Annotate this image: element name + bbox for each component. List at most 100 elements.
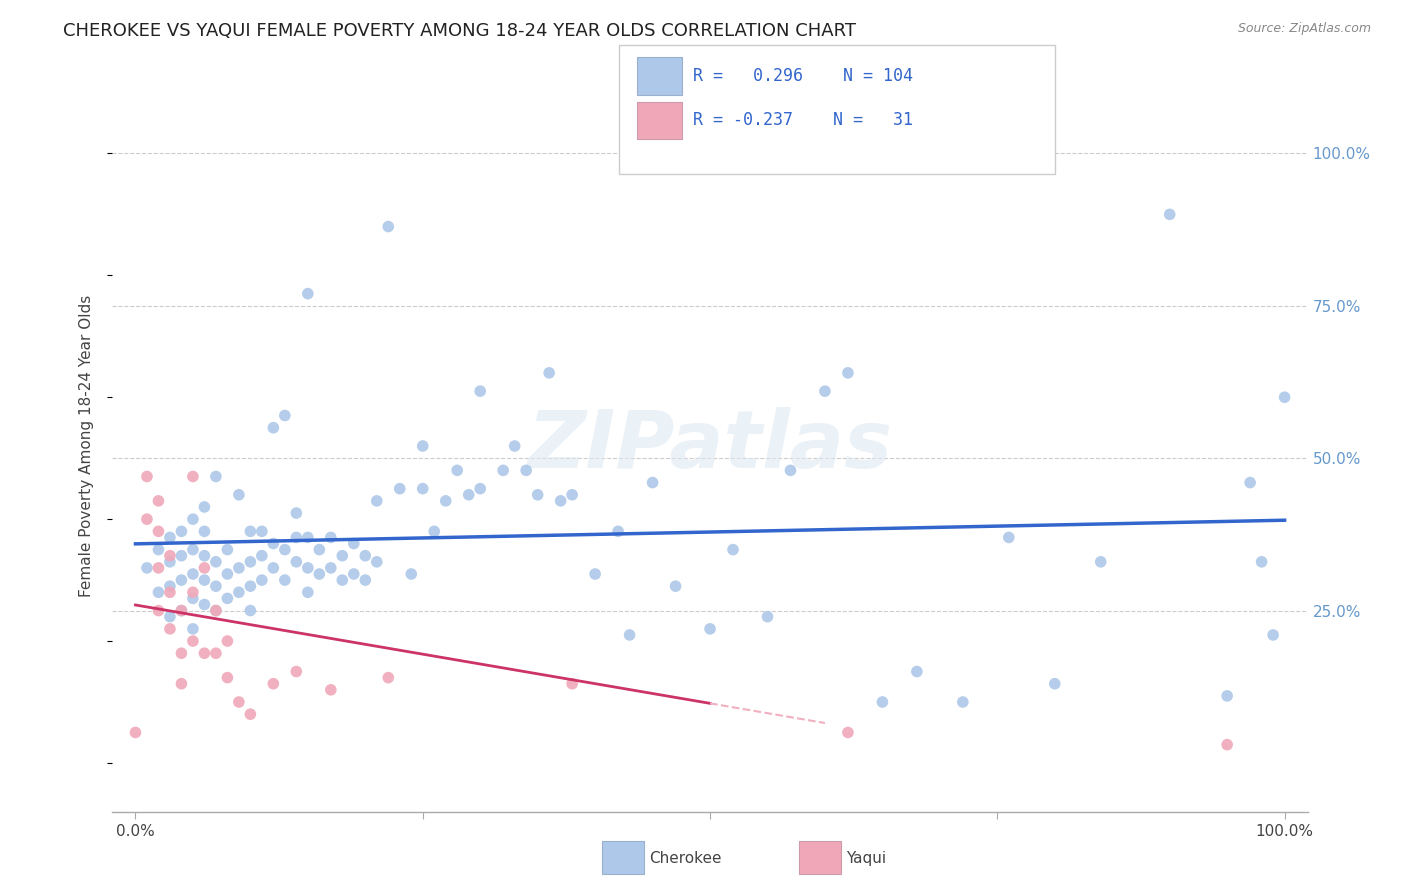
Point: [170, 676, 193, 690]
Point: [308, 542, 330, 557]
Point: [561, 488, 583, 502]
Point: [1216, 738, 1239, 752]
Point: [319, 530, 342, 544]
Point: [872, 695, 894, 709]
Point: [159, 585, 181, 599]
Point: [905, 665, 928, 679]
Point: [1239, 475, 1261, 490]
Y-axis label: Female Poverty Among 18-24 Year Olds: Female Poverty Among 18-24 Year Olds: [79, 295, 94, 597]
Point: [319, 561, 342, 575]
Point: [205, 579, 228, 593]
Point: [181, 585, 204, 599]
Point: [170, 573, 193, 587]
Point: [503, 439, 526, 453]
Point: [377, 219, 399, 234]
Point: [297, 585, 319, 599]
Point: [330, 573, 353, 587]
Point: [561, 676, 583, 690]
Point: [377, 671, 399, 685]
Point: [274, 409, 297, 423]
Point: [193, 561, 215, 575]
Point: [181, 469, 204, 483]
Point: [343, 536, 366, 550]
Point: [401, 567, 423, 582]
Point: [239, 604, 262, 618]
Point: [159, 555, 181, 569]
Point: [699, 622, 721, 636]
Point: [262, 421, 284, 435]
Point: [619, 628, 641, 642]
Point: [1043, 676, 1066, 690]
Point: [250, 549, 273, 563]
Point: [170, 549, 193, 563]
Text: R = -0.237    N =   31: R = -0.237 N = 31: [693, 112, 912, 129]
Point: [217, 671, 239, 685]
Point: [124, 725, 146, 739]
Point: [721, 542, 744, 557]
Point: [159, 549, 181, 563]
Point: [205, 646, 228, 660]
Point: [1216, 689, 1239, 703]
Text: Yaqui: Yaqui: [846, 851, 887, 865]
Point: [641, 475, 664, 490]
Point: [285, 530, 308, 544]
Point: [205, 604, 228, 618]
Point: [354, 549, 377, 563]
Text: Source: ZipAtlas.com: Source: ZipAtlas.com: [1237, 22, 1371, 36]
Point: [1090, 555, 1112, 569]
Point: [239, 707, 262, 722]
Point: [423, 524, 446, 539]
Point: [136, 561, 159, 575]
Point: [664, 579, 686, 593]
Point: [274, 542, 297, 557]
Point: [330, 549, 353, 563]
Point: [538, 366, 561, 380]
Point: [366, 494, 388, 508]
Point: [446, 463, 468, 477]
Point: [583, 567, 606, 582]
Point: [148, 524, 170, 539]
Point: [228, 585, 250, 599]
Point: [262, 676, 284, 690]
Point: [193, 549, 215, 563]
Text: ZIPatlas: ZIPatlas: [527, 407, 893, 485]
Text: CHEROKEE VS YAQUI FEMALE POVERTY AMONG 18-24 YEAR OLDS CORRELATION CHART: CHEROKEE VS YAQUI FEMALE POVERTY AMONG 1…: [63, 22, 856, 40]
Point: [170, 604, 193, 618]
Point: [148, 585, 170, 599]
Point: [412, 439, 434, 453]
Point: [217, 567, 239, 582]
Point: [170, 524, 193, 539]
Point: [239, 524, 262, 539]
Point: [285, 665, 308, 679]
Point: [779, 463, 801, 477]
Point: [492, 463, 515, 477]
Point: [159, 579, 181, 593]
Point: [412, 482, 434, 496]
Point: [319, 682, 342, 697]
Point: [193, 524, 215, 539]
Text: Cherokee: Cherokee: [650, 851, 723, 865]
Point: [148, 494, 170, 508]
Point: [457, 488, 479, 502]
Point: [952, 695, 974, 709]
Point: [159, 622, 181, 636]
Point: [1274, 390, 1296, 404]
Point: [181, 634, 204, 648]
Point: [136, 469, 159, 483]
Point: [159, 609, 181, 624]
Point: [217, 634, 239, 648]
Point: [354, 573, 377, 587]
Point: [470, 384, 492, 399]
Point: [470, 482, 492, 496]
Point: [193, 646, 215, 660]
Point: [434, 494, 457, 508]
Point: [285, 555, 308, 569]
Point: [366, 555, 388, 569]
Point: [814, 384, 837, 399]
Point: [228, 695, 250, 709]
Text: R =   0.296    N = 104: R = 0.296 N = 104: [693, 67, 912, 85]
Point: [343, 567, 366, 582]
Point: [205, 469, 228, 483]
Point: [136, 512, 159, 526]
Point: [193, 500, 215, 514]
